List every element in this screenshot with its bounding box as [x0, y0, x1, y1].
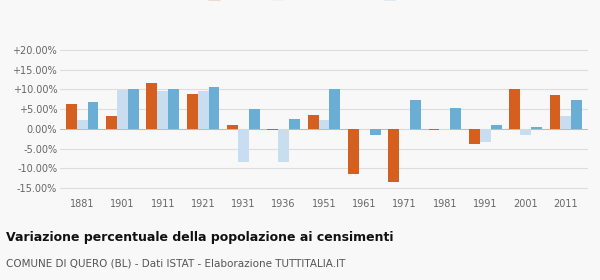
Bar	[249, 109, 260, 129]
Bar	[399, 129, 410, 130]
Bar	[319, 120, 329, 129]
Bar	[560, 116, 571, 129]
Bar	[520, 129, 531, 135]
Bar	[308, 115, 319, 129]
Bar	[469, 129, 480, 144]
Bar	[238, 129, 249, 162]
Bar	[410, 101, 421, 129]
Bar	[187, 94, 197, 129]
Bar	[509, 89, 520, 129]
Bar	[388, 129, 399, 182]
Bar	[106, 116, 117, 129]
Bar	[550, 95, 560, 129]
Bar	[197, 91, 209, 129]
Bar	[117, 90, 128, 129]
Bar	[88, 102, 98, 129]
Bar	[428, 129, 439, 130]
Bar	[571, 101, 582, 129]
Bar	[451, 108, 461, 129]
Bar	[278, 129, 289, 162]
Bar	[359, 129, 370, 130]
Bar	[370, 129, 380, 135]
Bar	[168, 89, 179, 129]
Bar	[480, 129, 491, 141]
Bar	[439, 129, 451, 130]
Bar	[289, 119, 300, 129]
Bar	[531, 127, 542, 129]
Bar	[77, 120, 88, 129]
Bar	[209, 87, 220, 129]
Bar	[157, 91, 168, 129]
Text: Variazione percentuale della popolazione ai censimenti: Variazione percentuale della popolazione…	[6, 231, 394, 244]
Bar	[268, 129, 278, 130]
Bar	[348, 129, 359, 174]
Bar	[66, 104, 77, 129]
Bar	[491, 125, 502, 129]
Bar	[329, 89, 340, 129]
Bar	[227, 125, 238, 129]
Bar	[146, 83, 157, 129]
Bar	[128, 89, 139, 129]
Text: COMUNE DI QUERO (BL) - Dati ISTAT - Elaborazione TUTTITALIA.IT: COMUNE DI QUERO (BL) - Dati ISTAT - Elab…	[6, 259, 346, 269]
